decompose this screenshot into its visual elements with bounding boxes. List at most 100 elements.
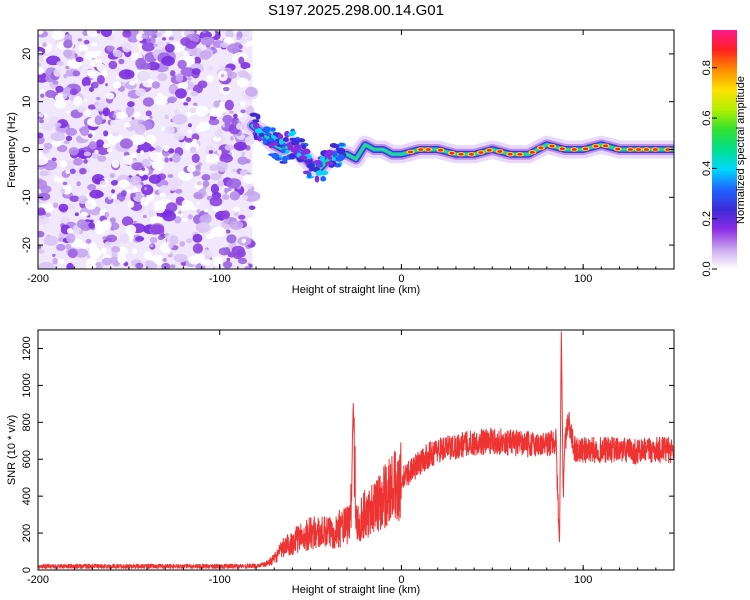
noise-blob (149, 243, 154, 248)
noise-blob (184, 137, 193, 143)
noise-blob (96, 75, 105, 85)
noise-blob (239, 37, 248, 45)
trace-blob (301, 144, 307, 150)
noise-blob (233, 141, 248, 151)
noise-blob (112, 114, 117, 118)
noise-blob (239, 169, 250, 176)
trace-hot-core (458, 152, 464, 156)
noise-blob (203, 209, 209, 213)
noise-blob (161, 55, 175, 66)
noise-blob (192, 243, 203, 254)
trace-hot-core (497, 150, 503, 153)
noise-blob (79, 126, 90, 137)
noise-blob (107, 135, 121, 146)
noise-blob (247, 217, 255, 227)
noise-blob (245, 86, 258, 97)
noise-blob (141, 184, 154, 196)
noise-blob (185, 96, 192, 103)
noise-blob (38, 66, 45, 75)
noise-blob (50, 131, 66, 142)
trace-blob (290, 130, 297, 136)
noise-blob (221, 194, 230, 200)
colorbar-tick-label: 0.8 (701, 60, 713, 75)
noise-blob (38, 155, 49, 166)
noise-blob (43, 235, 59, 246)
noise-blob (136, 33, 144, 42)
noise-blob (169, 157, 173, 162)
noise-blob (65, 243, 72, 250)
noise-blob (167, 174, 174, 178)
noise-blob (191, 68, 201, 75)
noise-blob (83, 146, 90, 152)
noise-blob (38, 207, 46, 216)
noise-blob (246, 36, 253, 42)
noise-blob (111, 189, 115, 194)
y-tick-label: -10 (21, 189, 33, 205)
noise-blob (149, 115, 153, 120)
noise-blob (140, 196, 150, 207)
spectrogram-signal-trace (243, 112, 674, 183)
noise-blob (101, 257, 113, 266)
noise-blob (81, 164, 87, 168)
trace-blob (320, 175, 327, 182)
noise-blob (237, 156, 249, 165)
trace-blob (289, 137, 297, 142)
noise-blob (100, 247, 107, 255)
noise-blob (104, 211, 110, 218)
noise-blob (38, 214, 50, 225)
noise-blob (65, 170, 71, 174)
noise-blob (127, 101, 135, 108)
noise-blob (121, 216, 134, 227)
noise-blob (189, 146, 197, 154)
noise-blob (56, 144, 68, 153)
noise-blob (233, 206, 241, 212)
noise-blob (59, 160, 67, 168)
noise-blob (222, 86, 230, 92)
trace-blob (325, 161, 334, 166)
noise-blob (192, 233, 203, 243)
y-tick-label: 1200 (21, 336, 33, 360)
noise-blob (92, 81, 99, 89)
trace-blob (315, 170, 324, 176)
noise-blob (190, 90, 198, 97)
noise-blob (140, 150, 145, 155)
noise-blob (185, 112, 192, 118)
noise-blob (78, 195, 88, 204)
noise-blob (40, 93, 45, 98)
noise-blob (136, 70, 151, 82)
noise-blob (38, 77, 41, 81)
noise-blob (80, 50, 86, 56)
noise-blob (40, 185, 52, 194)
noise-blob (238, 44, 243, 50)
noise-blob (52, 257, 58, 265)
trace-blob (301, 148, 311, 155)
noise-blob (39, 170, 49, 177)
colorbar: 0.0 0.2 0.4 0.6 0.8 Normalized spectral ampl… (701, 30, 747, 277)
noise-blob (240, 109, 246, 114)
noise-blob (168, 148, 175, 154)
noise-blob (88, 222, 95, 229)
noise-blob (171, 153, 181, 163)
trace-hot-core (643, 148, 649, 151)
noise-blob (185, 40, 197, 50)
snr-x-label: Height of straight line (km) (292, 584, 420, 596)
noise-blob (69, 168, 76, 175)
noise-blob (110, 120, 115, 126)
trace-blob (282, 136, 289, 143)
noise-blob (201, 173, 211, 181)
noise-blob (62, 93, 68, 100)
noise-blob (66, 233, 76, 244)
noise-blob (148, 209, 155, 217)
noise-blob (237, 257, 248, 265)
noise-blob (42, 42, 47, 48)
y-tick-label: 0 (21, 567, 33, 573)
noise-blob (45, 90, 57, 98)
trace-blob (294, 144, 302, 150)
trace-hot-core (507, 152, 513, 156)
noise-blob (157, 92, 163, 97)
noise-blob (122, 42, 132, 53)
y-tick-label: -20 (21, 237, 33, 253)
noise-blob (192, 102, 198, 107)
trace-blob (278, 138, 285, 145)
noise-blob (229, 191, 241, 201)
